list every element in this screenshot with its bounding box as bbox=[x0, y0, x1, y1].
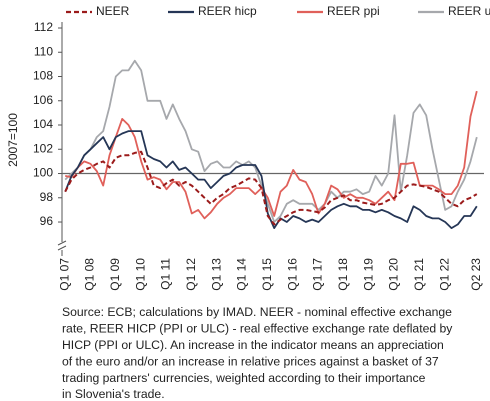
x-tick-label: Q2 23 bbox=[469, 258, 483, 291]
x-tick-label: Q1 19 bbox=[361, 258, 375, 291]
axis-break-mark bbox=[57, 240, 67, 251]
x-tick-label: Q1 20 bbox=[387, 258, 401, 291]
source-note: rate, REER HICP (PPI or ULC) - real effe… bbox=[62, 322, 453, 336]
legend-label: REER ulc bbox=[448, 4, 490, 18]
source-note: of the euro and/or an increase in relati… bbox=[62, 354, 439, 368]
source-note: trading partners' currencies, weighted a… bbox=[62, 371, 426, 385]
x-tick-label: Q1 17 bbox=[311, 258, 325, 291]
x-tick-label: Q1 18 bbox=[336, 258, 350, 291]
x-tick-label: Q1 11 bbox=[159, 258, 173, 290]
x-tick-label: Q1 15 bbox=[260, 258, 274, 291]
x-tick-label: Q1 07 bbox=[57, 258, 71, 291]
x-tick-label: Q1 21 bbox=[412, 258, 426, 291]
y-tick-label: 100 bbox=[33, 166, 53, 180]
source-note: HICP (PPI or ULC). An increase in the in… bbox=[62, 338, 444, 352]
series-line bbox=[65, 90, 478, 220]
x-tick-label: Q1 08 bbox=[83, 258, 97, 291]
series-line bbox=[64, 150, 478, 226]
y-tick-label: 104 bbox=[33, 117, 53, 131]
x-tick-label: Q1 13 bbox=[209, 258, 223, 291]
x-tick-label: Q1 12 bbox=[184, 258, 198, 291]
source-note: in Slovenia's trade. bbox=[62, 387, 165, 401]
legend-label: NEER bbox=[96, 4, 130, 18]
y-tick-label: 106 bbox=[33, 93, 53, 107]
y-tick-label: 110 bbox=[34, 44, 53, 58]
source-note: Source: ECB; calculations by IMAD. NEER … bbox=[62, 305, 452, 319]
x-tick-label: Q1 16 bbox=[285, 258, 299, 291]
y-tick-label: 96 bbox=[40, 214, 54, 228]
series-line bbox=[64, 130, 478, 229]
y-axis-label: 2007=100 bbox=[6, 113, 20, 167]
legend-label: REER hicp bbox=[198, 4, 257, 18]
x-tick-label: Q1 09 bbox=[108, 258, 122, 291]
legend-label: REER ppi bbox=[327, 4, 380, 18]
y-tick-label: 102 bbox=[33, 141, 53, 155]
y-tick-label: 112 bbox=[34, 20, 53, 34]
x-tick-label: Q1 14 bbox=[235, 258, 249, 291]
series-line bbox=[64, 59, 478, 223]
y-tick-label: 98 bbox=[40, 190, 54, 204]
x-tick-label: Q1 10 bbox=[133, 258, 147, 291]
x-tick-label: Q1 22 bbox=[437, 258, 451, 291]
y-tick-label: 108 bbox=[33, 69, 53, 83]
